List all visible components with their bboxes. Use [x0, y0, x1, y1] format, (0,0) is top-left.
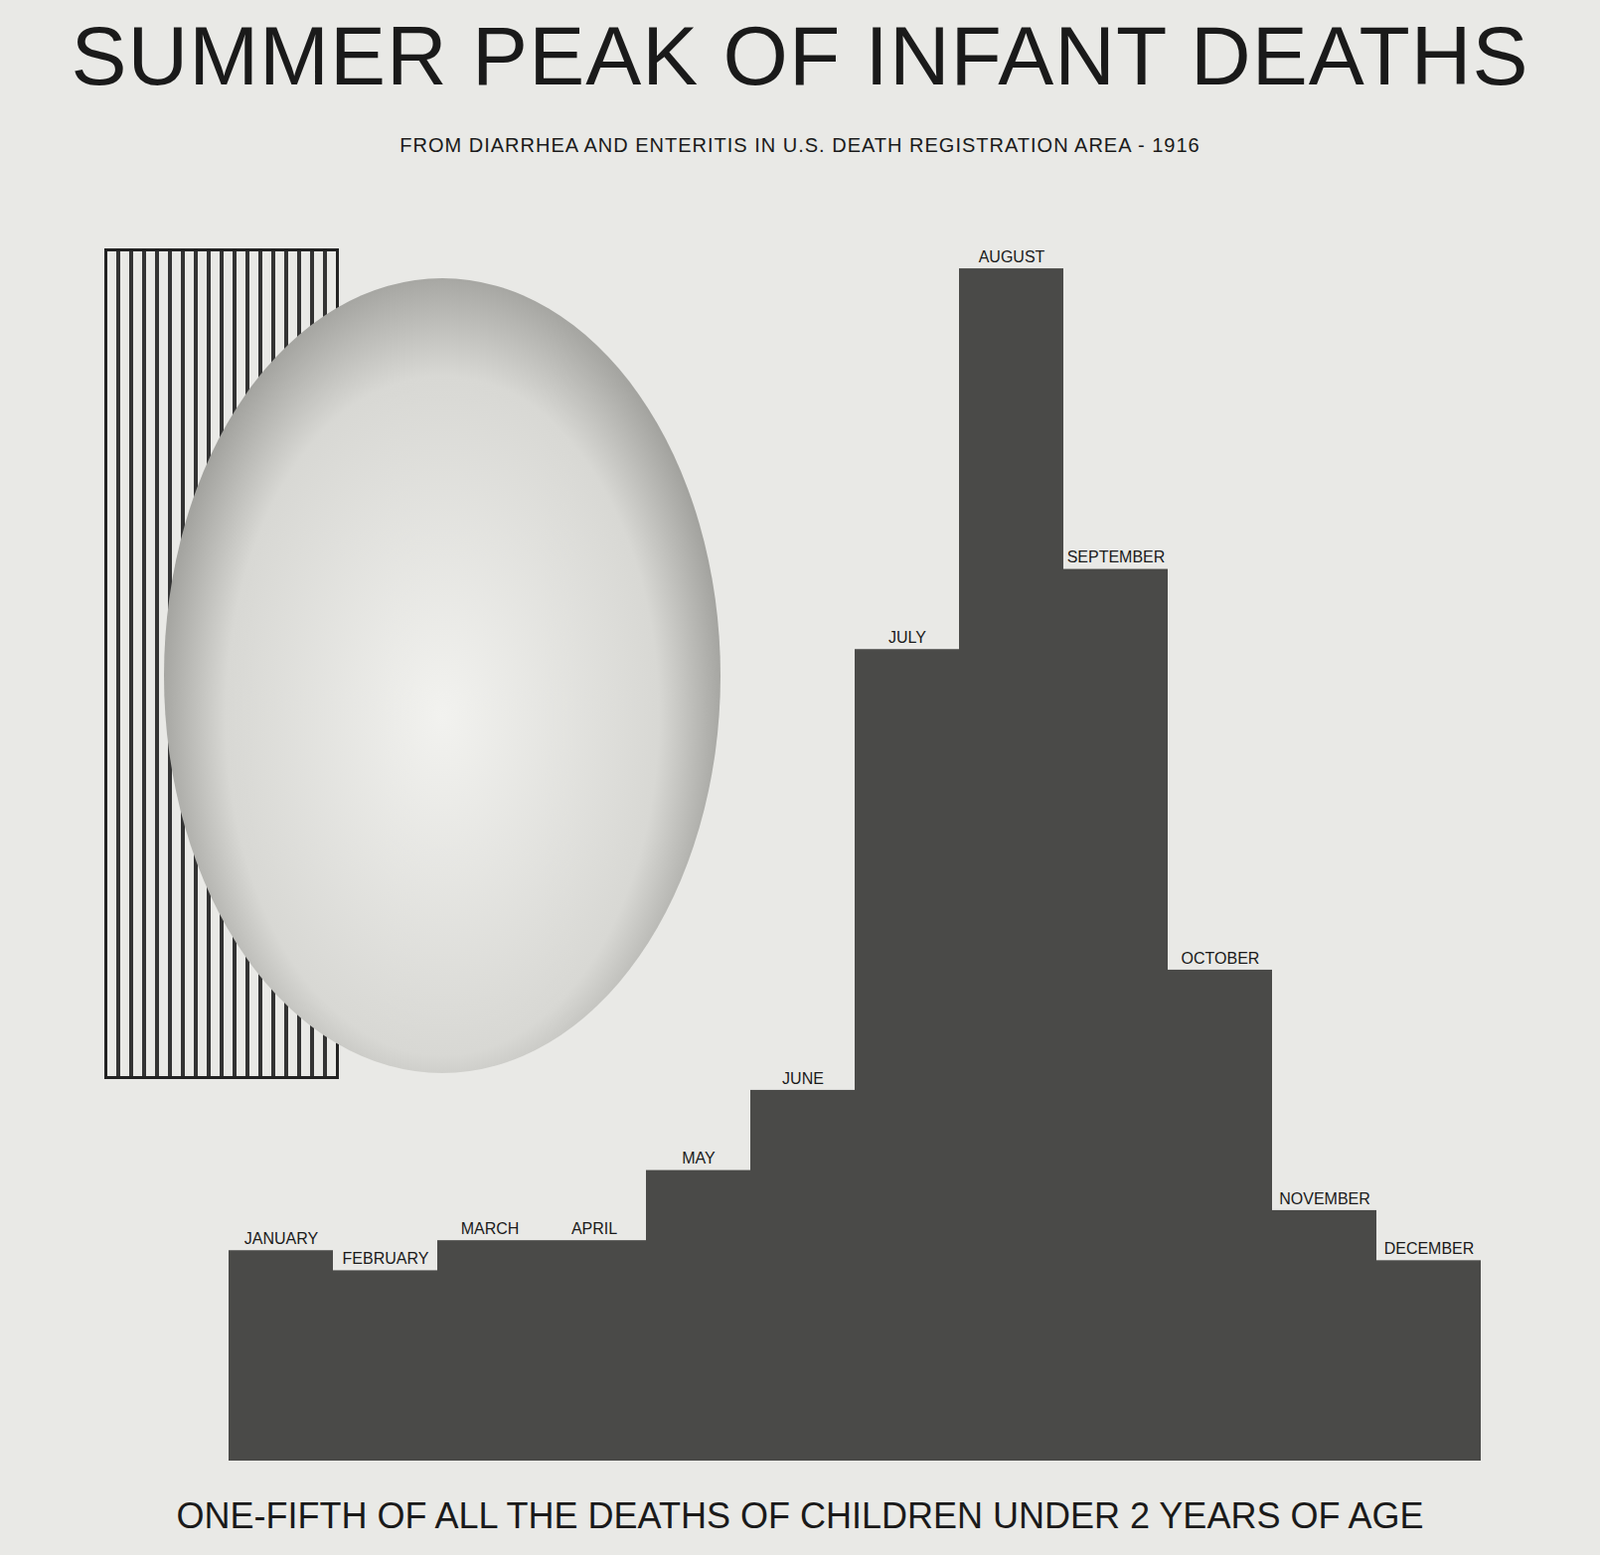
html-text:FROM DIARRHEA AND ENTERITIS IN: FROM DIARRHEA AND ENTERITIS IN U.S. DEAT…	[399, 134, 1201, 157]
svg-text:JULY: JULY	[888, 629, 927, 646]
html-text:ONE-FIFTH OF ALL THE DEATHS OF: ONE-FIFTH OF ALL THE DEATHS OF CHILDREN …	[176, 1495, 1424, 1537]
svg-text:AUGUST: AUGUST	[978, 248, 1046, 266]
svg-text:JUNE: JUNE	[782, 1070, 824, 1088]
svg-text:NOVEMBER: NOVEMBER	[1279, 1190, 1371, 1208]
svg-text:JANUARY: JANUARY	[244, 1230, 320, 1248]
html-text:SUMMER PEAK OF INFANT DEATHS: SUMMER PEAK OF INFANT DEATHS	[71, 8, 1529, 103]
svg-text:SEPTEMBER: SEPTEMBER	[1067, 548, 1166, 566]
svg-text:OCTOBER: OCTOBER	[1181, 950, 1261, 967]
svg-text:DECEMBER: DECEMBER	[1384, 1240, 1475, 1258]
svg-text:MAY: MAY	[681, 1149, 716, 1167]
svg-text:FEBRUARY: FEBRUARY	[342, 1250, 430, 1268]
svg-text:MARCH: MARCH	[461, 1220, 520, 1238]
svg-text:APRIL: APRIL	[571, 1220, 618, 1238]
